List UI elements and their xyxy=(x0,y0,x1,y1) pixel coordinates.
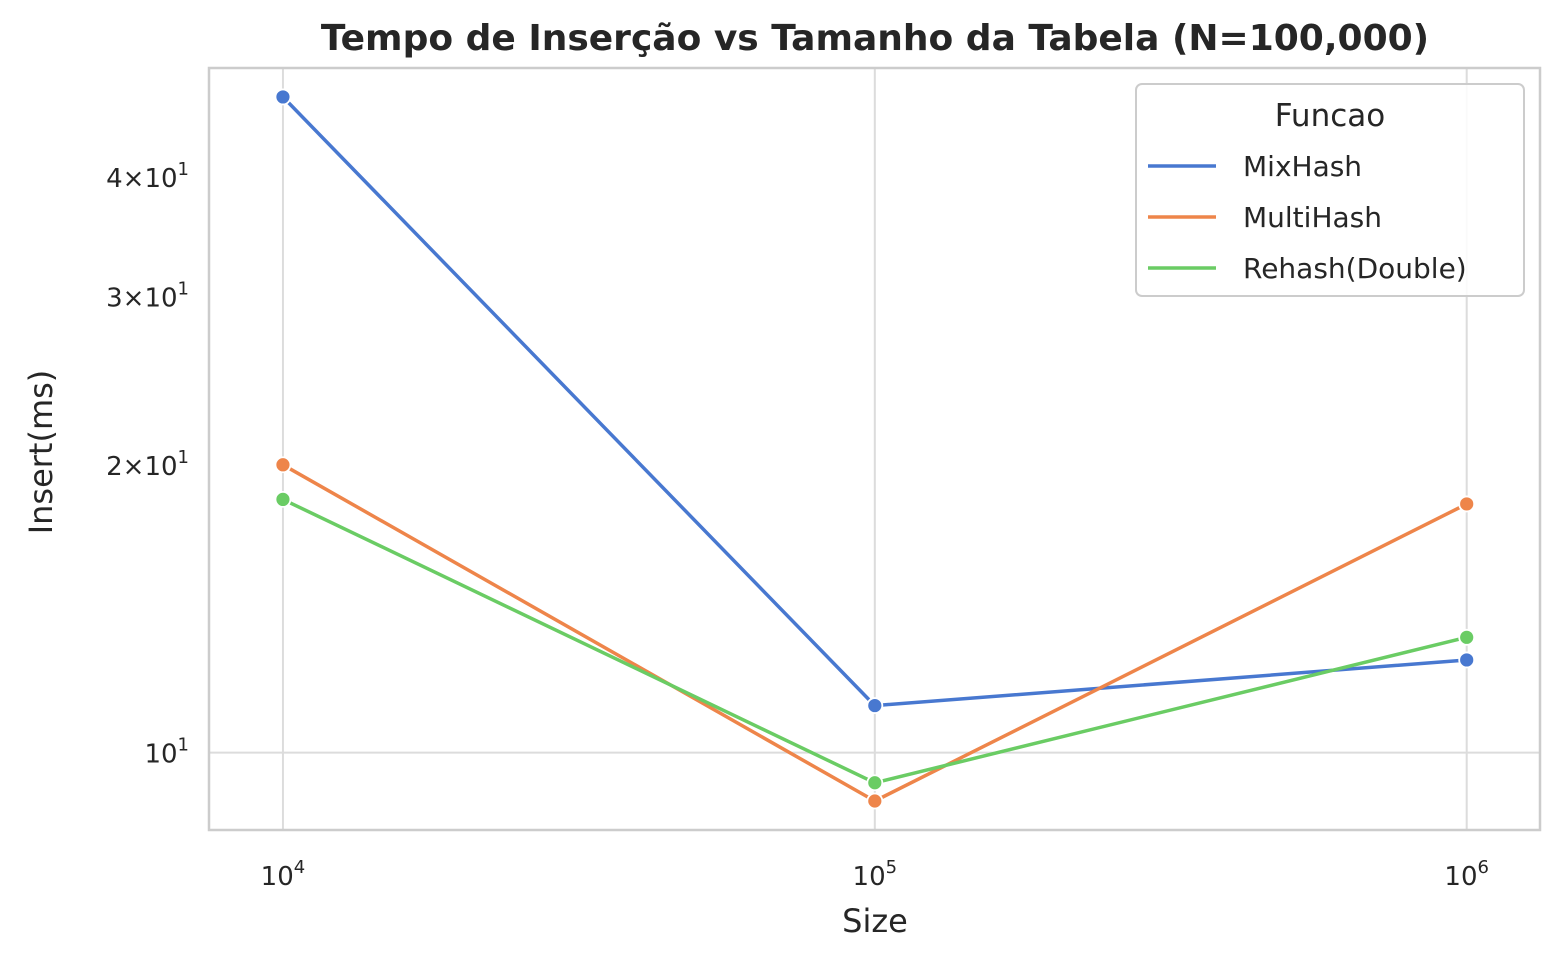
data-point-rehash-double-0 xyxy=(274,491,292,508)
data-point-rehash-double-1 xyxy=(866,774,884,792)
y-tick-label-0: 101 xyxy=(144,735,189,770)
data-point-multihash-1 xyxy=(866,792,884,810)
legend-entries: MixHash MultiHash Rehash(Double) xyxy=(1148,150,1467,285)
y-axis-ticks: 101 2×101 3×101 4×101 xyxy=(106,159,189,770)
data-point-multihash-0 xyxy=(274,456,292,474)
legend-label-mixhash: MixHash xyxy=(1243,150,1362,183)
x-tick-label-1: 105 xyxy=(853,857,898,892)
legend-title: Funcao xyxy=(1275,98,1385,134)
data-point-mixhash-2 xyxy=(1458,651,1476,669)
data-point-rehash-double-2 xyxy=(1458,628,1476,646)
y-tick-label-1: 2×101 xyxy=(106,447,189,482)
x-tick-label-0: 104 xyxy=(261,857,306,892)
y-axis-label: Insert(ms) xyxy=(22,370,60,535)
series-lines xyxy=(274,88,1476,810)
legend-box xyxy=(1135,83,1525,297)
plot-frame xyxy=(207,66,1542,832)
y-tick-label-3: 4×101 xyxy=(106,159,189,194)
data-point-multihash-2 xyxy=(1458,495,1476,513)
chart-title: Tempo de Inserção vs Tamanho da Tabela (… xyxy=(321,18,1429,59)
legend: Funcao MixHash MultiHash Rehash(Double) xyxy=(1135,83,1525,297)
x-axis-ticks: 104 105 106 xyxy=(261,857,1489,892)
legend-label-multihash: MultiHash xyxy=(1243,201,1382,234)
y-tick-label-2: 3×101 xyxy=(106,278,189,313)
data-point-mixhash-0 xyxy=(274,88,292,106)
legend-label-rehash-double: Rehash(Double) xyxy=(1243,252,1467,285)
x-axis-label: Size xyxy=(842,902,908,940)
x-tick-label-2: 106 xyxy=(1444,857,1489,892)
data-point-mixhash-1 xyxy=(866,697,884,714)
